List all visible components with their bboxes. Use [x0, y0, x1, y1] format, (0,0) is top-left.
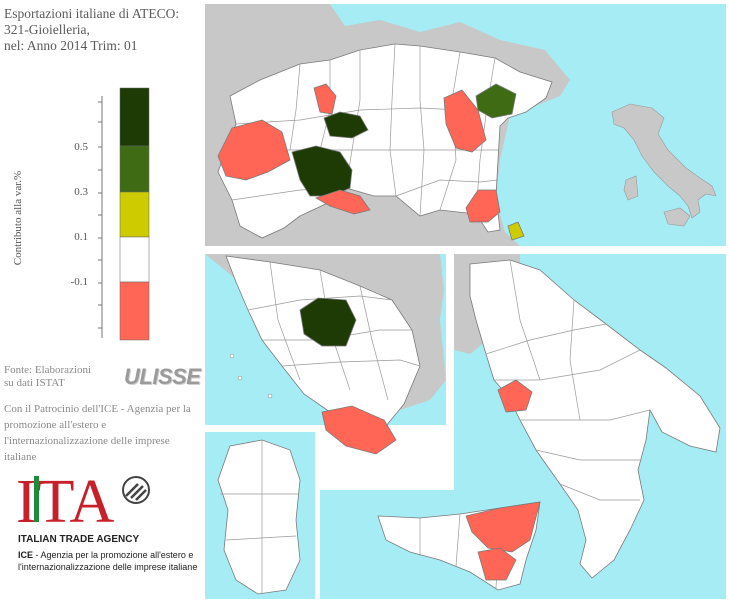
source-line-2: su dati ISTAT — [4, 377, 65, 389]
ita-full-line-2: l'internazionalizzazione delle imprese i… — [18, 562, 198, 572]
ulisse-logo: ULISSE — [124, 364, 201, 389]
legend-swatch-3 — [119, 191, 150, 238]
legend-tick-0-1: 0.1 — [74, 231, 88, 243]
patron-line-3: l'internazionalizzazione delle imprese — [4, 435, 170, 447]
patron-line-2: promozione all'estero e — [4, 419, 107, 431]
map-panel-overview — [604, 92, 726, 246]
ita-full-line-1: - Agenzia per la promozione all'estero e — [33, 550, 194, 560]
map-title: Esportazioni italiane di ATECO: 321-Gioi… — [4, 6, 204, 54]
legend-tick-0-3: 0.3 — [74, 186, 88, 198]
ita-logo-letters: ITA — [16, 470, 115, 532]
title-line-1: Esportazioni italiane di ATECO: — [4, 6, 180, 21]
source-line-1: Fonte: Elaborazioni — [4, 364, 92, 376]
map-panel-south — [454, 254, 726, 599]
patron-line-4: italiane — [4, 451, 37, 463]
ita-emblem-icon — [122, 476, 150, 504]
map-panel-sardinia — [205, 432, 315, 599]
title-line-2: 321-Gioielleria, — [4, 22, 90, 37]
map-panel-sicily — [320, 490, 549, 599]
ita-agency-full-name: ICE - Agenzia per la promozione all'este… — [18, 549, 208, 573]
patron-note: Con il Patrocinio dell'ICE - Agenzia per… — [4, 401, 204, 465]
title-line-3: nel: Anno 2014 Trim: 01 — [4, 38, 138, 53]
legend-tick-minus-0-1: -0.1 — [70, 276, 88, 288]
map-panel-center — [205, 254, 446, 455]
legend-swatch-1 — [119, 87, 150, 147]
legend-tick-0-5: 0.5 — [74, 141, 88, 153]
legend-swatch-5 — [119, 281, 150, 341]
source-note: Fonte: Elaborazioni su dati ISTAT — [4, 364, 91, 390]
ita-acronym: ICE — [18, 550, 34, 560]
legend-swatch-4 — [119, 236, 150, 283]
patron-line-1: Con il Patrocinio dell'ICE - Agenzia per… — [4, 403, 191, 415]
ita-logo: ITA — [16, 470, 150, 532]
ita-agency-name: ITALIAN TRADE AGENCY — [18, 534, 140, 545]
legend-color-scale — [98, 87, 150, 341]
legend-swatch-2 — [119, 145, 150, 193]
